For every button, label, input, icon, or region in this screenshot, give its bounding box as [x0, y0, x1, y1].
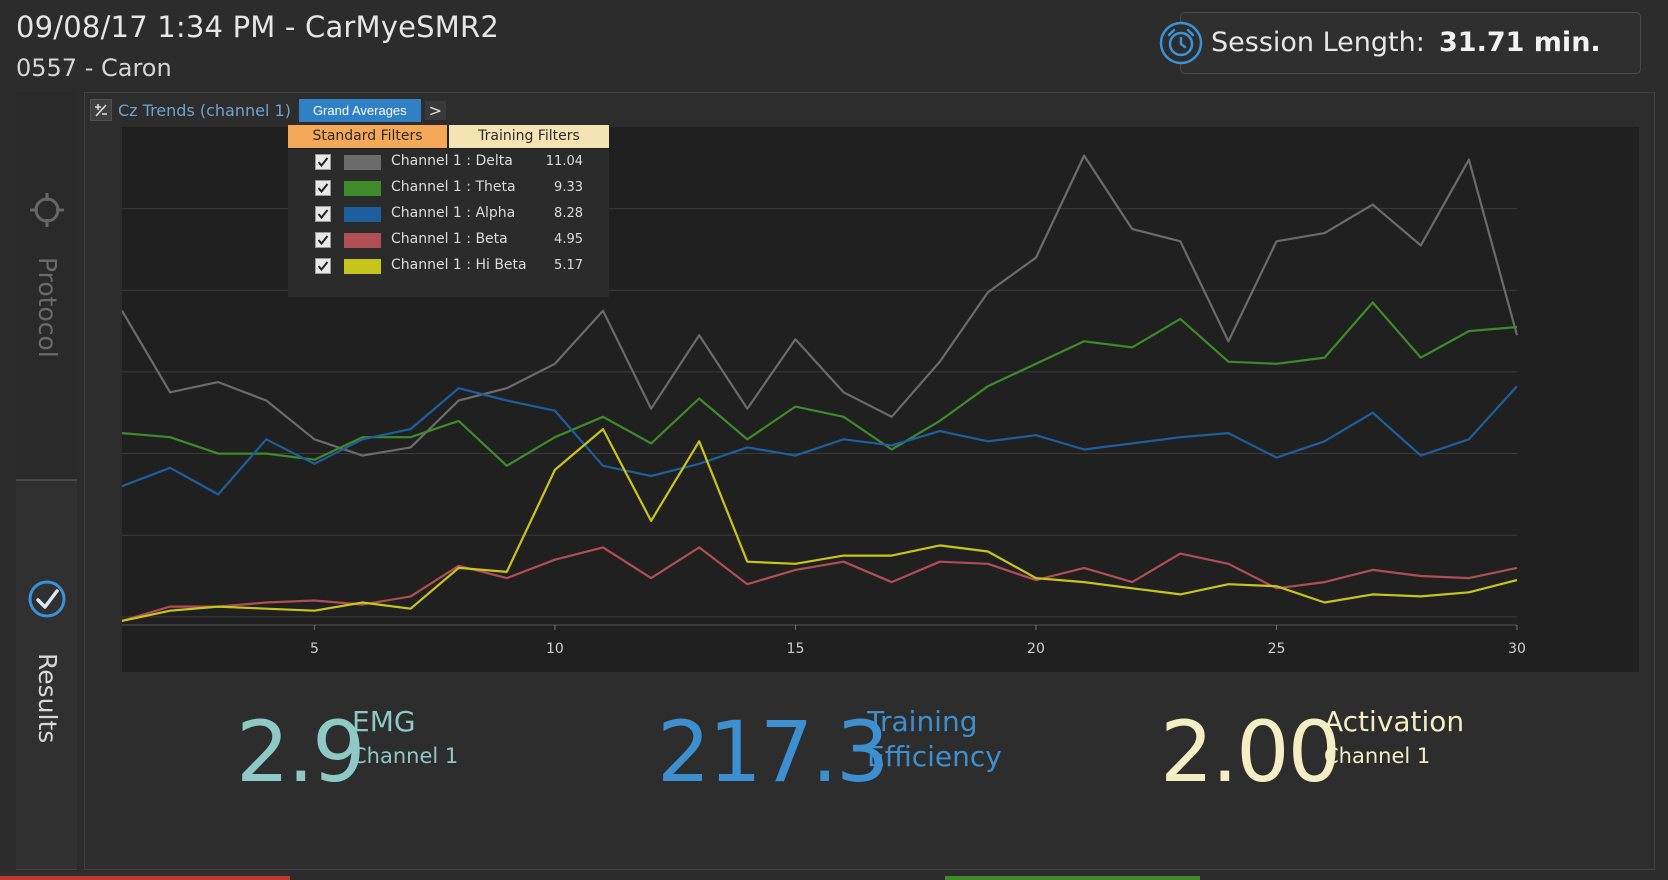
metric-label: Training	[867, 705, 978, 738]
tab-protocol-label: Protocol	[33, 257, 62, 358]
plus-minus-glyph	[95, 104, 107, 117]
series-line-theta	[122, 301, 1518, 467]
grand-averages-button[interactable]: Grand Averages	[298, 98, 421, 122]
metric-value: 2.00	[1160, 703, 1341, 801]
tab-results-label: Results	[33, 653, 62, 744]
chart-legend: Channel 1 : Delta 11.04 Channel 1 : Theta 9…	[288, 149, 609, 297]
chart-toolbar: Cz Trends (channel 1) Grand Averages >	[90, 98, 447, 122]
plus-minus-icon[interactable]	[90, 99, 112, 121]
metric-label: EMG	[352, 705, 416, 738]
alarm-clock-icon	[1159, 21, 1203, 65]
status-strip-red	[0, 876, 290, 880]
x-tick-label: 30	[1508, 641, 1526, 657]
metric-sublabel: Channel 1	[1324, 744, 1431, 768]
legend-series-name: Channel 1 : Theta	[391, 179, 516, 195]
legend-swatch	[344, 259, 381, 274]
x-tick-label: 10	[546, 641, 564, 657]
legend-series-value: 9.33	[554, 180, 583, 195]
metric-value: 2.9	[236, 703, 366, 801]
client-subtitle: 0557 - Caron	[16, 54, 172, 82]
x-tick-label: 25	[1268, 641, 1286, 657]
tab-training-filters[interactable]: Training Filters	[449, 125, 609, 148]
legend-swatch	[344, 233, 381, 248]
tab-standard-filters[interactable]: Standard Filters	[288, 125, 447, 148]
legend-row: Channel 1 : Theta 9.33	[288, 175, 609, 202]
check-circle-icon	[28, 580, 66, 618]
legend-series-name: Channel 1 : Beta	[391, 231, 508, 247]
legend-series-value: 8.28	[554, 206, 583, 221]
series-line-hi-beta	[122, 428, 1518, 622]
side-tab-strip: Protocol Results	[16, 92, 77, 870]
metric-sublabel: Efficiency	[867, 740, 1002, 773]
session-length-label: Session Length:	[1211, 27, 1425, 58]
series-line-alpha	[122, 385, 1518, 496]
series-checkbox[interactable]	[315, 232, 331, 248]
legend-swatch	[344, 155, 381, 170]
tab-results[interactable]: Results	[16, 480, 77, 870]
legend-row: Channel 1 : Hi Beta 5.17	[288, 253, 609, 280]
session-title: 09/08/17 1:34 PM - CarMyeSMR2	[16, 10, 500, 44]
checkmark-icon	[317, 261, 329, 272]
legend-series-name: Channel 1 : Delta	[391, 153, 513, 169]
legend-row: Channel 1 : Delta 11.04	[288, 149, 609, 176]
session-length-box: Session Length: 31.71 min.	[1159, 12, 1641, 74]
metric-label: Activation	[1324, 705, 1465, 738]
legend-series-value: 5.17	[554, 258, 583, 273]
series-line-delta	[122, 154, 1519, 457]
checkmark-icon	[317, 183, 329, 194]
x-tick-label: 5	[310, 641, 319, 657]
tab-protocol[interactable]: Protocol	[16, 92, 77, 480]
x-tick-label: 15	[787, 641, 805, 657]
metric-sublabel: Channel 1	[352, 744, 459, 768]
legend-swatch	[344, 207, 381, 222]
series-checkbox[interactable]	[315, 180, 331, 196]
series-checkbox[interactable]	[315, 258, 331, 274]
metric-value: 217.3	[657, 703, 889, 801]
series-checkbox[interactable]	[315, 154, 331, 170]
legend-row: Channel 1 : Alpha 8.28	[288, 201, 609, 228]
x-tick-label: 20	[1027, 641, 1045, 657]
session-length-value: 31.71 min.	[1439, 27, 1601, 58]
legend-series-value: 11.04	[545, 154, 583, 169]
legend-series-name: Channel 1 : Hi Beta	[391, 257, 527, 273]
filter-tabs: Standard Filters Training Filters	[288, 125, 609, 148]
legend-series-name: Channel 1 : Alpha	[391, 205, 516, 221]
checkmark-icon	[317, 209, 329, 220]
legend-swatch	[344, 181, 381, 196]
series-checkbox[interactable]	[315, 206, 331, 222]
checkmark-icon	[317, 157, 329, 168]
series-line-beta	[122, 546, 1518, 622]
legend-row: Channel 1 : Beta 4.95	[288, 227, 609, 254]
checkmark-icon	[317, 235, 329, 246]
chart-title: Cz Trends (channel 1)	[118, 100, 291, 120]
target-icon	[30, 193, 64, 227]
next-button[interactable]: >	[424, 100, 447, 120]
legend-series-value: 4.95	[554, 232, 583, 247]
status-strip-green	[945, 876, 1200, 880]
